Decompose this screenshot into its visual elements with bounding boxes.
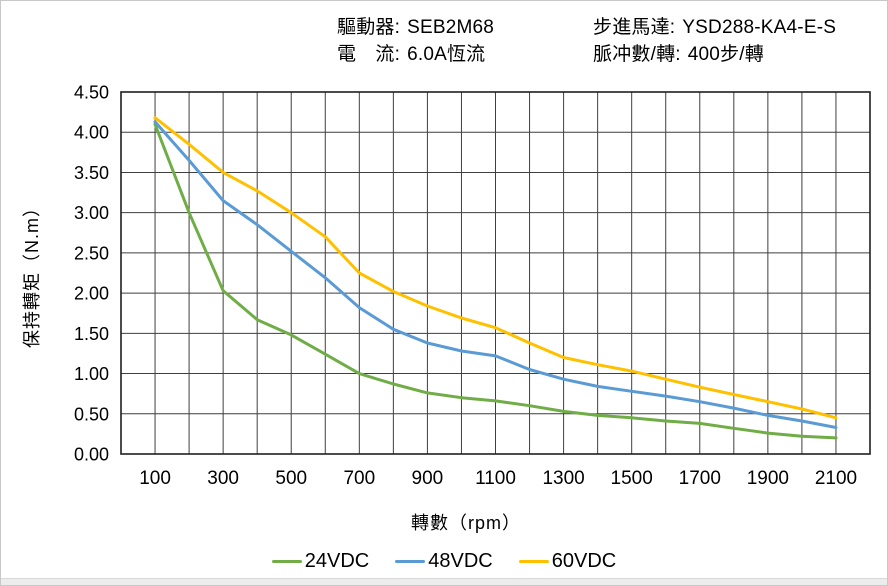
plot-border [120,91,871,455]
x-tick-label: 2100 [815,468,857,489]
driver-label: 驅動器: [337,17,401,38]
x-tick-label: 1500 [611,468,653,489]
y-tick-label: 4.00 [74,123,109,143]
x-tick-label: 100 [139,468,171,489]
pulses-label: 脈冲數/轉: [593,44,681,65]
header-motor-line: 步進馬達: YSD288-KA4-E-S [593,12,836,39]
current-value: 6.0A恆流 [407,44,486,65]
header-driver-line: 驅動器: SEB2M68 [337,12,494,39]
y-axis-title: 保持轉矩（N.m） [22,198,42,348]
y-tick-label: 2.50 [74,243,109,263]
motor-value: YSD288-KA4-E-S [682,17,837,38]
y-tick-label: 0.00 [74,445,109,465]
pulses-value: 400步/轉 [687,44,764,65]
x-tick-label: 700 [343,468,375,489]
y-tick-label: 1.50 [74,324,109,344]
legend-label: 60VDC [551,550,617,572]
bottom-edge-strip [1,578,887,585]
series-line-24vdc [153,122,838,440]
header-pulses-line: 脈冲數/轉: 400步/轉 [593,39,764,66]
x-tick-label: 1100 [475,468,516,489]
y-tick-label: 1.00 [74,364,109,384]
legend-item-24vdc: 24VDC [271,550,370,573]
legend-label: 24VDC [304,550,370,572]
x-tick-label: 500 [275,468,307,489]
legend: 24VDC 48VDC 60VDC [1,550,887,573]
series-line-48vdc [153,120,838,429]
y-tick-label: 0.50 [74,404,109,424]
x-axis-title: 轉數（rpm） [411,513,521,533]
legend-swatch [518,559,549,564]
motor-label: 步進馬達: [593,17,676,38]
legend-label: 48VDC [428,550,493,572]
y-tick-label: 3.00 [74,203,109,223]
legend-item-48vdc: 48VDC [395,550,493,573]
x-tick-label: 900 [412,468,444,489]
current-label: 電 流: [337,44,401,65]
y-tick-label: 2.00 [74,284,109,304]
x-tick-label: 1300 [542,468,584,489]
x-tick-label: 1700 [679,468,721,489]
x-tick-label: 300 [207,468,239,489]
header-current-line: 電 流: 6.0A恆流 [337,39,485,66]
x-tick-label: 1900 [747,468,789,489]
y-tick-label: 4.50 [74,83,109,103]
driver-value: SEB2M68 [407,17,495,38]
legend-swatch [395,559,426,564]
y-tick-label: 3.50 [74,163,109,183]
legend-item-60vdc: 60VDC [518,550,617,573]
series-line-60vdc [153,116,838,420]
legend-swatch [271,559,302,564]
